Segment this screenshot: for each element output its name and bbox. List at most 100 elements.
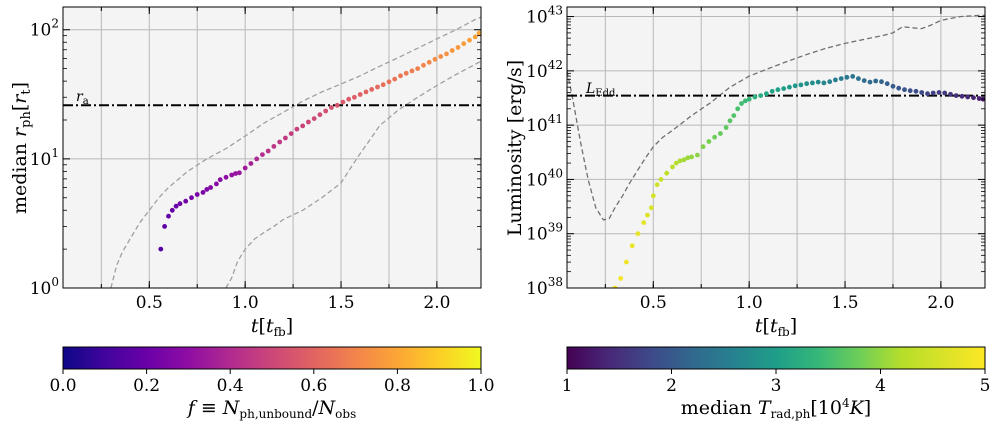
scatter-point [673,160,679,166]
scatter-point [746,96,752,102]
left-x-axis-label: t[tfb] [251,315,293,339]
scatter-point [444,51,449,57]
colorbar-tick-label: 0.2 [133,376,160,396]
lower-dashed-line [225,60,481,288]
scatter-point [398,73,403,79]
scatter-point [953,93,959,98]
upper-dashed-line [110,16,481,288]
scatter-point [346,96,352,102]
scatter-point [752,94,758,100]
scatter-point [237,170,242,176]
scatter-point [700,144,706,150]
scatter-point [850,74,856,79]
scatter-point [334,102,340,108]
scatter-point [976,96,982,101]
x-tick-label: 1.0 [232,293,259,313]
right-colorbar: 1 2 3 4 5 median Trad,ph[104K] [562,346,991,421]
scatter-point [223,174,229,180]
scatter-point [635,231,641,237]
scatter-point [166,213,171,219]
scatter-point [214,181,219,187]
scatter-point [329,105,334,110]
ra-label: ra [76,89,89,107]
scatter-point [403,70,409,76]
scatter-point [317,112,323,118]
left-axes-frame [62,6,482,289]
scatter-point [200,190,206,195]
x-tick-label: 0.5 [136,293,163,313]
right-colorbar-gradient [566,346,986,370]
right-x-axis-label: t[tfb] [755,315,797,339]
scatter-point [254,156,260,162]
left-dashed-lines [110,16,481,288]
scatter-point [455,45,461,50]
scatter-point [685,155,691,161]
scatter-point [217,177,223,183]
scatter-point [432,56,438,62]
scatter-point [189,195,194,201]
scatter-point [804,81,810,87]
right-dashed-line [567,14,985,221]
scatter-point [723,125,729,130]
scatter-point [369,87,375,92]
y-tick-label: 1042 [526,58,563,82]
colorbar-tick-label: 4 [875,376,886,396]
scatter-point [948,91,953,97]
scatter-point [867,79,873,85]
scatter-point [670,164,675,170]
scatter-point [758,93,764,98]
colorbar-tick-label: 1 [562,376,573,396]
scatter-point [242,165,248,171]
scatter-point [821,80,827,86]
scatter-point [792,83,798,89]
scatter-point [438,54,444,59]
scatter-point [913,88,919,94]
colorbar-tick-label: 0.6 [300,376,327,396]
scatter-point [265,148,271,154]
scatter-point [838,76,844,81]
scatter-point [386,79,392,85]
scatter-point [827,79,833,85]
scatter-point [260,152,265,158]
scatter-point [861,78,867,83]
left-axis-ticks: 0.5 1.0 1.5 2.0 100 101 102 [30,7,481,313]
scatter-point [769,88,775,94]
y-tick-label: 1043 [526,4,563,28]
scatter-point [641,220,647,226]
right-panel: 0.5 1.0 1.5 2.0 1038 1039 1040 1041 1042 1043 LEd… [504,4,986,339]
colorbar-tick-label: 5 [980,376,991,396]
scatter-point [363,89,369,95]
scatter-point [357,92,363,97]
scatter-point [742,98,748,104]
scatter-point [449,48,455,53]
scatter-point [618,276,624,281]
y-tick-label: 1038 [526,275,563,299]
scatter-point [323,108,329,114]
colorbar-tick-label: 0.0 [49,376,76,396]
scatter-point [277,139,283,145]
scatter-point [971,95,976,101]
scatter-point [169,207,175,213]
scatter-point [706,139,712,144]
scatter-point [735,106,741,112]
scatter-point [833,77,838,83]
scatter-point [472,34,478,40]
scatter-point [664,170,670,176]
scatter-point [890,83,896,89]
scatter-point [294,126,300,132]
scatter-point [856,76,861,81]
scatter-point [712,134,717,140]
y-tick-label: 1039 [526,221,563,245]
scatter-point [727,118,733,124]
colorbar-tick-label: 3 [771,376,782,396]
scatter-point [718,131,723,136]
scatter-point [919,90,925,95]
scatter-point [815,79,821,85]
scatter-point [650,193,656,199]
scatter-point [283,135,288,141]
scatter-point [158,246,164,252]
left-y-axis-label: median rph[rt] [9,82,34,214]
scatter-point [375,84,380,90]
scatter-point [689,154,694,160]
